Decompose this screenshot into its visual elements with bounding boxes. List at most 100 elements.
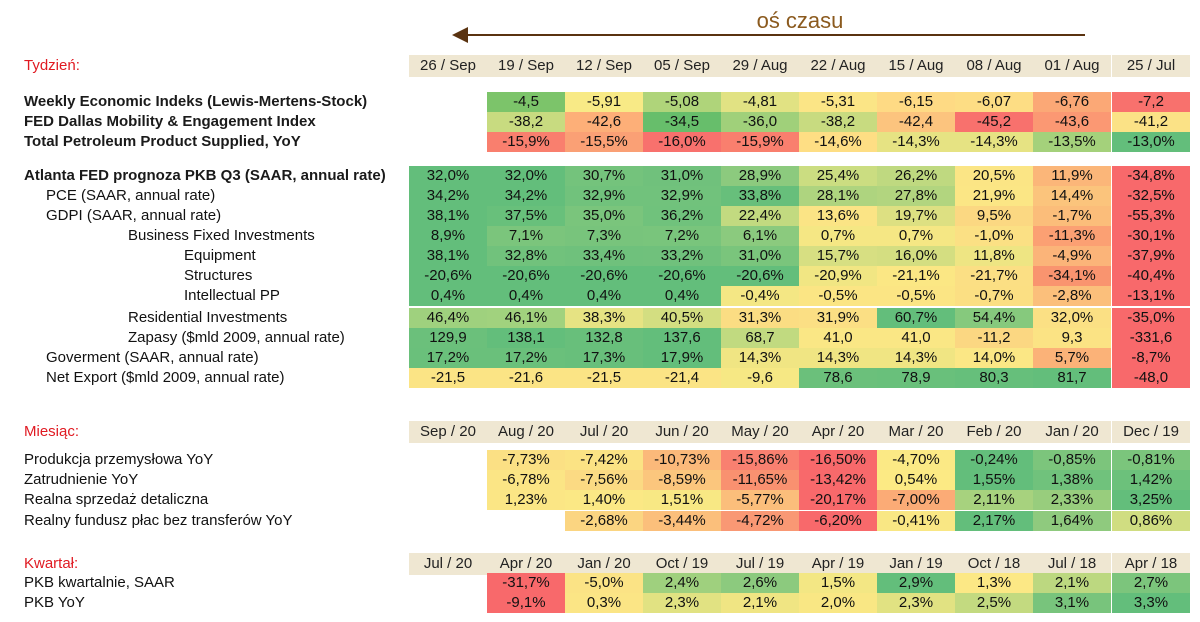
value-cell: -21,6 [487,368,565,388]
value-cell: -4,9% [1033,246,1111,266]
value-cell: 2,9% [877,573,955,593]
value-cell: 1,5% [799,573,877,593]
value-cell: 31,0% [643,166,721,186]
value-cell: -14,3% [877,132,955,152]
value-cell: 14,3% [721,348,799,368]
value-cell: -55,3% [1112,206,1190,226]
value-cell: -7,00% [877,490,955,510]
time-axis-arrow-icon [452,27,468,43]
value-cell [409,593,487,613]
value-cell: 13,6% [799,206,877,226]
value-cell: 31,0% [721,246,799,266]
value-cell: 32,8% [487,246,565,266]
value-cell: 0,86% [1112,511,1190,531]
value-cell: 35,0% [565,206,643,226]
value-cell: 25,4% [799,166,877,186]
value-cell: -21,1% [877,266,955,286]
value-cell [487,511,565,531]
row-label: Produkcja przemysłowa YoY [24,451,214,468]
value-cell: -7,73% [487,450,565,470]
value-cell: -42,6 [565,112,643,132]
column-header: Apr / 20 [487,553,565,575]
value-cell: -11,65% [721,470,799,490]
row-label: Structures [184,267,253,284]
value-cell: 2,7% [1112,573,1190,593]
value-cell: -20,6% [721,266,799,286]
value-cell: 2,33% [1033,490,1111,510]
value-cell: 1,23% [487,490,565,510]
column-header: Oct / 18 [955,553,1033,575]
value-cell: -0,24% [955,450,1033,470]
value-cell: 2,11% [955,490,1033,510]
column-header: Sep / 20 [409,421,487,443]
table-row: FED Dallas Mobility & Engagement Index -3… [0,112,1200,132]
value-cell: -0,41% [877,511,955,531]
value-cell: -6,78% [487,470,565,490]
row-label: PCE (SAAR, annual rate) [46,187,216,204]
value-cell: -34,1% [1033,266,1111,286]
row-label: Realna sprzedaż detaliczna [24,491,209,508]
value-cell: -20,6% [643,266,721,286]
value-cell: -15,9% [487,132,565,152]
row-label: Weekly Economic Indeks (Lewis-Mertens-St… [24,93,368,110]
section-header-row: Miesiąc: Sep / 20 Aug / 20 Jul / 20 Jun / 20… [0,421,1200,443]
value-cell: -14,6% [799,132,877,152]
value-cell: -40,4% [1112,266,1190,286]
value-cell: -35,0% [1112,308,1190,328]
value-cell: 16,0% [877,246,955,266]
value-cell: 2,3% [877,593,955,613]
value-cell: -21,5 [409,368,487,388]
value-cell: 17,2% [409,348,487,368]
table-row: PCE (SAAR, annual rate) 34,2% 34,2% 32,9% 32… [0,186,1200,206]
table-row: Atlanta FED prognoza PKB Q3 (SAAR, annua… [0,166,1200,186]
value-cell: 19,7% [877,206,955,226]
time-axis-label: oś czasu [756,8,844,33]
value-cell: -15,5% [565,132,643,152]
value-cell: 38,1% [409,206,487,226]
value-cell: -9,1% [487,593,565,613]
value-cell: 3,3% [1112,593,1190,613]
column-header: 01 / Aug [1033,55,1111,77]
value-cell: 2,6% [721,573,799,593]
row-label: Business Fixed Investments [128,227,315,244]
value-cell: -20,6% [487,266,565,286]
value-cell: 36,2% [643,206,721,226]
column-header: 08 / Aug [955,55,1033,77]
value-cell: 11,8% [955,246,1033,266]
value-cell: 9,3 [1033,328,1111,348]
time-axis-line [465,34,1085,36]
value-cell: -5,91 [565,92,643,112]
value-cell: 137,6 [643,328,721,348]
value-cell: -13,1% [1112,286,1190,306]
value-cell: 21,9% [955,186,1033,206]
row-label: Goverment (SAAR, annual rate) [46,349,259,366]
value-cell: -4,81 [721,92,799,112]
column-header: Jun / 20 [643,421,721,443]
value-cell: -11,2 [955,328,1033,348]
value-cell: -7,42% [565,450,643,470]
value-cell: -2,68% [565,511,643,531]
value-cell: 7,1% [487,226,565,246]
value-cell: -331,6 [1112,328,1190,348]
row-label: Intellectual PP [184,287,280,304]
value-cell: 38,3% [565,308,643,328]
value-cell: 32,0% [1033,308,1111,328]
column-header: Oct / 19 [643,553,721,575]
value-cell: 2,0% [799,593,877,613]
value-cell: -38,2 [799,112,877,132]
table-row: Weekly Economic Indeks (Lewis-Mertens-St… [0,92,1200,112]
value-cell: -42,4 [877,112,955,132]
table-row: Net Export ($mld 2009, annual rate) -21,5… [0,368,1200,388]
value-cell: -4,5 [487,92,565,112]
column-header: Apr / 18 [1112,553,1190,575]
table-row: Realna sprzedaż detaliczna 1,23% 1,40% 1,51… [0,490,1200,510]
value-cell: 41,0 [799,328,877,348]
section-title: Miesiąc: [24,423,80,440]
value-cell [409,470,487,490]
value-cell: 20,5% [955,166,1033,186]
value-cell: 17,9% [643,348,721,368]
value-cell: 5,7% [1033,348,1111,368]
table-row: Realny fundusz płac bez transferów YoY -2… [0,511,1200,531]
value-cell: -8,7% [1112,348,1190,368]
value-cell: 7,3% [565,226,643,246]
